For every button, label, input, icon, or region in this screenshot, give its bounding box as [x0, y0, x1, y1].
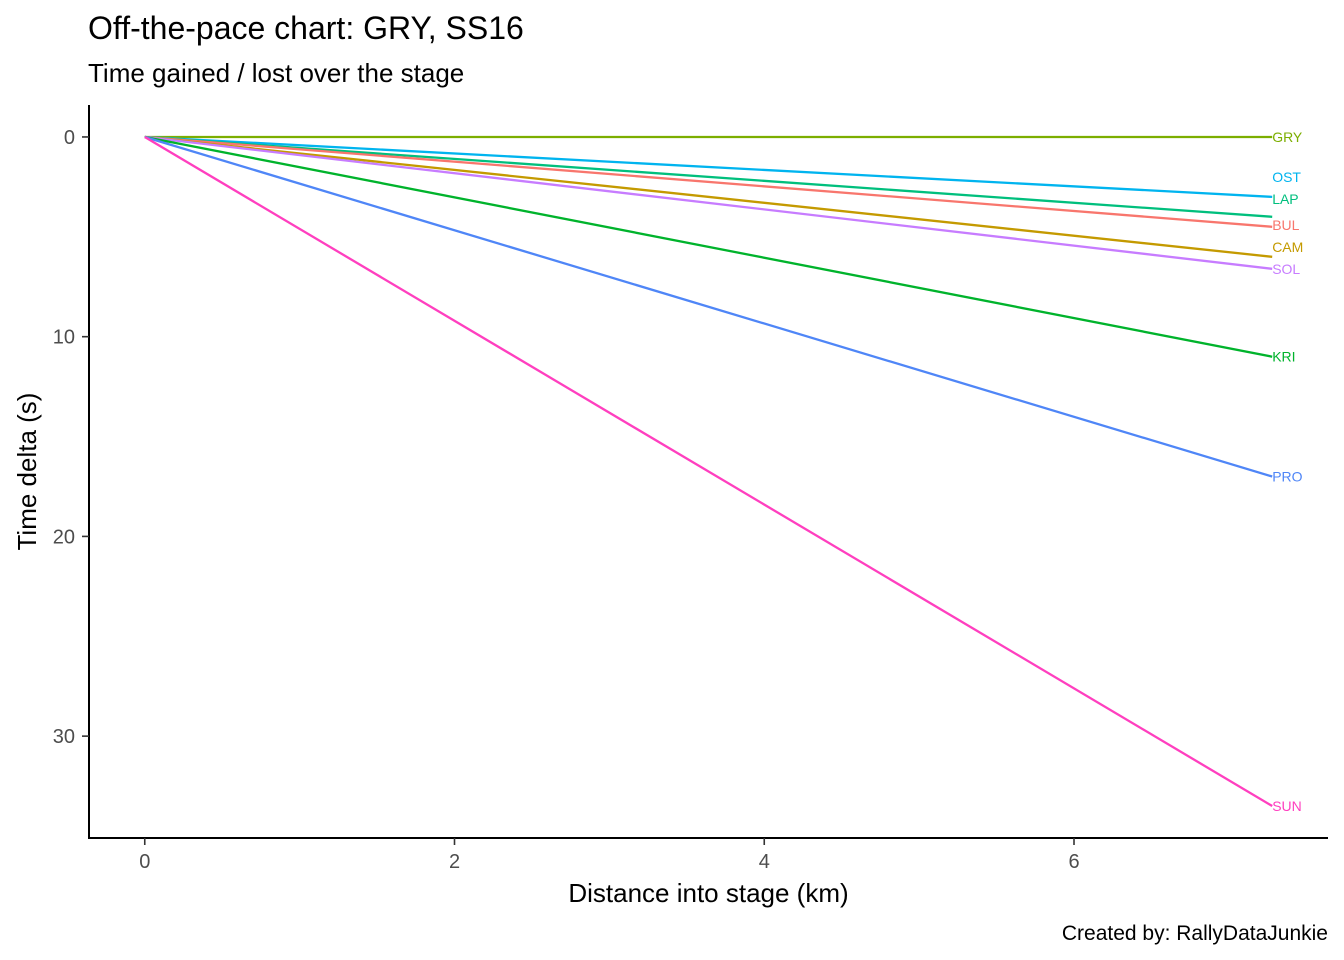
series-label-pro: PRO [1272, 469, 1302, 485]
series-line-ost [144, 135, 1273, 199]
x-tick-label: 2 [449, 851, 460, 873]
series-label-lap: LAP [1272, 191, 1298, 207]
y-tick-label: 20 [53, 526, 75, 548]
chart-title: Off-the-pace chart: GRY, SS16 [88, 10, 524, 46]
x-tick-label: 0 [139, 851, 150, 873]
series-line-cam [144, 135, 1273, 258]
series-line-bul [144, 135, 1273, 228]
series-end-labels: GRY OST LAP BUL CAM SOL KRI PRO SUN [1272, 129, 1303, 814]
series-label-gry: GRY [1272, 129, 1303, 145]
series-line-pro [144, 135, 1273, 478]
series-line-kri [144, 135, 1273, 358]
series-label-bul: BUL [1272, 217, 1299, 233]
series-lines [144, 135, 1273, 807]
chart-subtitle: Time gained / lost over the stage [88, 58, 465, 88]
x-tick-label: 4 [759, 851, 770, 873]
y-tick-label: 0 [64, 127, 75, 149]
series-line-lap [144, 135, 1273, 218]
series-label-cam: CAM [1272, 239, 1303, 255]
series-line-sun [144, 136, 1273, 807]
axes: 0 2 4 6 0 10 20 30 [53, 105, 1328, 873]
x-tick-label: 6 [1068, 851, 1079, 873]
y-axis-title: Time delta (s) [12, 393, 42, 551]
series-label-sol: SOL [1272, 261, 1300, 277]
chart-caption: Created by: RallyDataJunkie [1061, 922, 1328, 945]
y-tick-label: 30 [53, 726, 75, 748]
x-axis-title: Distance into stage (km) [568, 878, 848, 908]
y-tick-label: 10 [53, 327, 75, 349]
series-line-sol [144, 135, 1273, 270]
series-label-sun: SUN [1272, 798, 1302, 814]
series-label-kri: KRI [1272, 349, 1295, 365]
series-label-ost: OST [1272, 169, 1301, 185]
